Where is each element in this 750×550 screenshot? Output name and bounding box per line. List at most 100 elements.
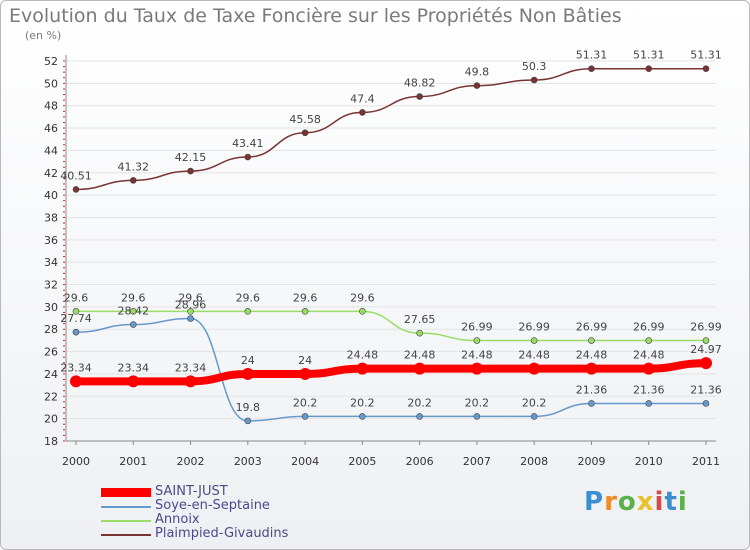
x-tick-label: 2002	[177, 455, 205, 468]
data-label: 21.36	[690, 383, 722, 396]
data-point	[530, 413, 538, 420]
legend-label: Plaimpied-Givaudins	[155, 526, 289, 541]
data-label: 27.65	[404, 313, 436, 326]
x-tick-label: 2001	[119, 455, 147, 468]
data-point	[359, 308, 366, 315]
y-tick-label: 48	[44, 100, 58, 113]
data-point	[416, 93, 423, 100]
legend-label: Soye-en-Septaine	[155, 498, 270, 513]
y-tick-label: 30	[44, 301, 58, 314]
data-label: 26.99	[518, 321, 550, 334]
x-tick-label: 2006	[406, 455, 434, 468]
data-point	[645, 400, 653, 407]
data-point	[241, 367, 254, 380]
data-label: 20.2	[522, 396, 547, 409]
data-point	[301, 129, 309, 137]
data-label: 23.34	[118, 361, 150, 374]
data-label: 29.6	[178, 291, 203, 304]
y-tick-label: 52	[44, 55, 58, 68]
data-label: 24.48	[404, 349, 436, 362]
data-point	[588, 65, 595, 73]
data-label: 50.3	[522, 60, 547, 73]
y-tick-label: 46	[44, 122, 58, 135]
data-label: 43.41	[232, 137, 264, 150]
data-point	[187, 308, 194, 315]
data-point	[470, 362, 483, 375]
data-label: 29.6	[121, 291, 146, 304]
data-point	[700, 357, 712, 370]
data-label: 45.58	[289, 113, 321, 126]
data-label: 20.2	[465, 396, 490, 409]
data-point	[244, 153, 252, 161]
legend-label: Annoix	[155, 512, 200, 527]
data-point	[184, 375, 197, 388]
y-tick-label: 50	[44, 77, 58, 90]
y-tick-label: 24	[44, 368, 58, 381]
data-point	[244, 308, 252, 315]
data-point	[416, 329, 423, 337]
data-point	[359, 413, 366, 420]
data-label: 23.34	[175, 361, 207, 374]
data-label: 24.48	[576, 349, 608, 362]
data-label: 29.6	[293, 291, 318, 304]
data-point	[129, 321, 137, 328]
data-label: 24.48	[633, 349, 665, 362]
data-point	[585, 362, 598, 375]
data-label: 47.4	[350, 92, 375, 105]
data-label: 49.8	[465, 66, 490, 79]
data-label: 51.31	[633, 49, 665, 62]
data-label: 24.48	[518, 349, 550, 362]
x-tick-label: 2004	[291, 455, 319, 468]
data-point	[244, 417, 252, 425]
data-point	[416, 413, 423, 420]
y-tick-label: 42	[44, 167, 58, 180]
data-point	[645, 337, 653, 344]
data-label: 51.31	[690, 49, 722, 62]
data-label: 23.34	[60, 361, 92, 374]
data-point	[645, 65, 653, 73]
data-label: 40.51	[60, 169, 92, 182]
data-point	[301, 308, 309, 315]
data-label: 24	[241, 354, 255, 367]
data-label: 29.6	[350, 291, 375, 304]
x-tick-label: 2008	[520, 455, 548, 468]
x-tick-label: 2011	[692, 455, 720, 468]
unit-label: (en %)	[25, 29, 62, 42]
y-tick-label: 28	[44, 323, 58, 336]
data-label: 20.2	[407, 396, 432, 409]
y-tick-label: 38	[44, 211, 58, 224]
data-label: 28.42	[118, 305, 150, 318]
data-label: 26.99	[576, 321, 608, 334]
y-tick-label: 36	[44, 234, 58, 247]
legend-label: SAINT-JUST	[155, 484, 228, 499]
data-label: 29.6	[236, 291, 261, 304]
series-line	[76, 359, 707, 386]
data-label: 21.36	[633, 383, 665, 396]
data-label: 41.32	[118, 160, 150, 173]
data-label: 26.99	[461, 321, 493, 334]
data-point	[129, 308, 137, 315]
data-label: 24.97	[690, 343, 722, 356]
data-point	[702, 337, 710, 344]
data-point	[187, 167, 194, 175]
data-point	[588, 337, 595, 344]
data-point	[301, 413, 309, 420]
y-tick-label: 44	[44, 144, 58, 157]
data-point	[413, 362, 426, 375]
data-point	[72, 186, 80, 193]
x-tick-label: 2005	[348, 455, 376, 468]
y-tick-label: 32	[44, 279, 58, 292]
data-point	[473, 413, 481, 420]
data-point	[72, 308, 80, 315]
data-point	[702, 400, 710, 407]
data-point	[356, 362, 369, 375]
data-point	[530, 76, 538, 84]
data-point	[72, 328, 80, 336]
legend-swatch-soye-en-septaine	[101, 506, 151, 508]
data-label: 51.31	[576, 49, 608, 62]
series-line	[75, 67, 706, 191]
proxiti-logo: Proxiti	[584, 487, 688, 517]
data-label: 29.6	[64, 291, 89, 304]
x-tick-label: 2007	[463, 455, 491, 468]
